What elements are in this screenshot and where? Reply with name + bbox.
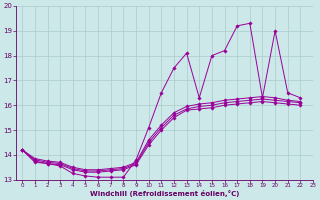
X-axis label: Windchill (Refroidissement éolien,°C): Windchill (Refroidissement éolien,°C): [90, 190, 239, 197]
